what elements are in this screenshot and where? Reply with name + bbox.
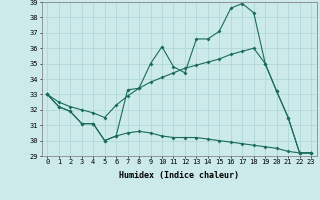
X-axis label: Humidex (Indice chaleur): Humidex (Indice chaleur): [119, 171, 239, 180]
